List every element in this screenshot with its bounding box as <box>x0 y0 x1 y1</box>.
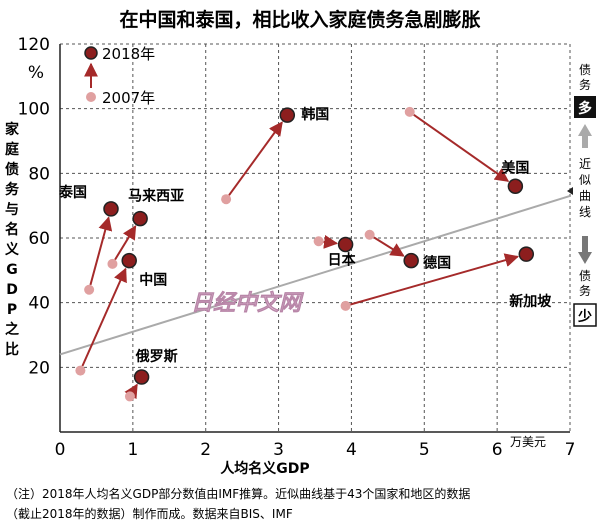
country-label: 泰国 <box>58 184 87 201</box>
legend-marker-2007 <box>86 92 96 102</box>
y-tick-label: 80 <box>28 164 50 184</box>
point-2018 <box>518 246 535 262</box>
point-2007 <box>107 258 118 269</box>
side-legend-top-label: 债务 <box>579 63 591 92</box>
point-2018 <box>121 252 137 269</box>
country-label: 美国 <box>501 159 529 176</box>
tick-labels: 0 1 2 3 4 5 6 7 20 40 60 80 100 120 <box>18 35 576 460</box>
change-arrow <box>323 234 339 249</box>
x-tick-label: 7 <box>565 440 576 460</box>
legend-marker-2018 <box>84 46 98 60</box>
legend-label-2018: 2018年 <box>102 45 155 63</box>
arrow-down-icon <box>578 236 592 264</box>
y-axis-label: 家庭债务与名义 G D P 之比 <box>5 121 20 358</box>
y-tick-label: 40 <box>28 294 50 314</box>
change-arrow <box>81 267 127 367</box>
points <box>75 106 535 402</box>
point-2007 <box>221 194 232 205</box>
change-arrow <box>350 253 519 306</box>
change-arrow <box>124 383 138 400</box>
y-tick-label: 120 <box>18 35 50 55</box>
x-tick-label: 3 <box>273 440 284 460</box>
point-2007 <box>364 229 375 240</box>
point-2018 <box>132 210 148 227</box>
country-label: 新加坡 <box>509 293 552 310</box>
watermark: 日经中文网 <box>191 290 304 316</box>
x-tick-label: 1 <box>127 440 138 460</box>
country-label: 日本 <box>328 251 357 268</box>
x-tick-label: 0 <box>55 440 66 460</box>
legend-label-2007: 2007年 <box>102 89 155 107</box>
point-2018 <box>337 236 354 253</box>
change-arrow <box>413 113 510 182</box>
trendline-label: 近似曲线 <box>579 157 591 219</box>
x-unit-label: 万美元 <box>510 435 546 449</box>
point-2007 <box>340 300 351 311</box>
point-2018 <box>133 369 150 385</box>
footnote-line-2: （截止2018年的数据）制作而成。数据来自BIS、IMF <box>6 506 293 521</box>
change-arrow <box>228 121 283 196</box>
change-arrow <box>89 216 113 286</box>
footnote-line-1: （注）2018年人均名义GDP部分数值由IMF推算。近似曲线基于43个国家和地区… <box>6 486 470 501</box>
country-label: 中国 <box>139 272 167 289</box>
y-tick-label: 60 <box>28 229 50 249</box>
chart-title: 在中国和泰国，相比收入家庭债务急剧膨胀 <box>119 8 480 31</box>
arrow-up-icon <box>578 124 592 148</box>
country-label: 韩国 <box>301 106 329 123</box>
side-legend: 债务 多 近似曲线 债务 少 <box>567 63 597 327</box>
country-label: 德国 <box>423 255 451 272</box>
x-tick-label: 6 <box>492 440 503 460</box>
point-2018 <box>403 252 419 269</box>
point-2007 <box>84 284 95 295</box>
legend: 2018年 2007年 <box>84 45 155 107</box>
point-2018 <box>103 201 119 217</box>
x-tick-label: 2 <box>200 440 211 460</box>
more-badge-box <box>574 96 596 118</box>
change-arrow <box>114 225 137 261</box>
point-2007 <box>75 365 86 376</box>
point-2007 <box>124 391 135 402</box>
x-tick-label: 4 <box>346 440 357 460</box>
side-legend-bottom-label: 债务 <box>579 269 591 298</box>
trendline-pointer-icon <box>567 187 573 195</box>
country-label: 俄罗斯 <box>135 348 178 365</box>
y-tick-label: 20 <box>28 358 50 378</box>
country-label: 马来西亚 <box>128 189 184 205</box>
trendline <box>59 195 571 356</box>
point-2018 <box>279 107 296 123</box>
x-tick-label: 5 <box>419 440 430 460</box>
arrows <box>81 113 519 400</box>
more-badge: 多 <box>578 100 592 117</box>
point-2007 <box>404 106 415 117</box>
change-arrow <box>373 236 405 257</box>
point-2018 <box>507 178 524 195</box>
less-badge: 少 <box>577 308 592 325</box>
y-tick-label: 100 <box>18 100 50 120</box>
less-badge-box <box>573 303 597 327</box>
x-axis-label: 人均名义GDP <box>220 460 309 477</box>
y-unit-label: % <box>28 63 44 83</box>
point-2007 <box>313 236 324 247</box>
